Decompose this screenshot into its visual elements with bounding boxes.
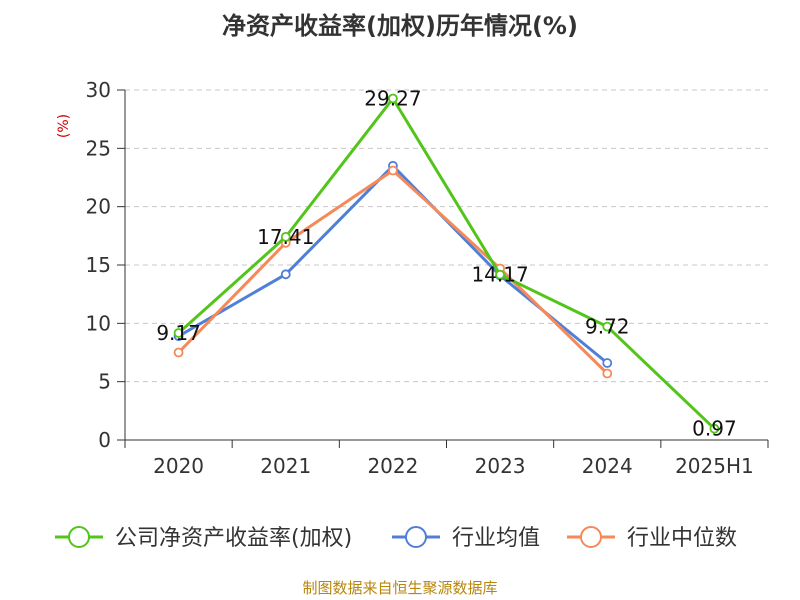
data-point [602,358,613,368]
series-line [177,97,716,430]
data-label: 9.17 [156,321,201,345]
legend-label: 行业中位数 [627,526,737,551]
legend-marker [68,526,90,548]
y-tick-label: 25 [86,136,111,160]
x-tick-label: 2025H1 [675,454,754,478]
data-point [602,368,613,379]
legend: 公司净资产收益率(加权) 行业均值 行业中位数 [55,526,737,551]
data-point [173,347,184,358]
x-tick-label: 2024 [582,454,633,478]
gridlines [125,89,768,383]
data-label: 9.72 [585,315,630,339]
legend-label: 公司净资产收益率(加权) [115,526,352,551]
data-point [388,165,398,176]
x-tick-label: 2023 [475,454,526,478]
chart-title: 净资产收益率(加权)历年情况(%) [222,12,578,40]
legend-marker [405,526,427,548]
data-label: 17.41 [257,225,314,249]
series-line [177,169,609,375]
data-point [602,321,613,332]
y-tick-label: 5 [98,370,111,394]
data-label: 29.27 [364,87,421,111]
legend-marker [580,526,602,548]
y-tick-label: 15 [86,253,111,277]
source-note: 制图数据来自恒生聚源数据库 [302,579,497,597]
y-tick-label: 10 [86,311,111,335]
x-tick-label: 2022 [367,454,418,478]
x-tick-label: 2021 [260,454,311,478]
axes: 0 5 10 15 20 25 30 2020 2021 2022 2023 2024 2025H1 [86,78,769,478]
data-point [495,269,505,280]
data-point [388,93,398,104]
series-line [177,164,609,365]
data-labels: 9.17 17.41 29.27 14.17 9.72 0.97 [156,87,736,441]
legend-label: 行业均值 [452,526,540,551]
y-axis-label: (%) [56,114,72,138]
data-label: 14.17 [471,263,528,287]
x-tick-label: 2020 [153,454,204,478]
data-label: 0.97 [692,417,737,441]
data-point [709,423,720,434]
y-tick-label: 0 [98,428,111,452]
series-lines [173,93,720,434]
data-point [280,269,291,280]
y-tick-label: 30 [86,78,111,102]
data-point [280,231,291,242]
y-tick-label: 20 [86,195,111,219]
data-point [173,328,184,338]
